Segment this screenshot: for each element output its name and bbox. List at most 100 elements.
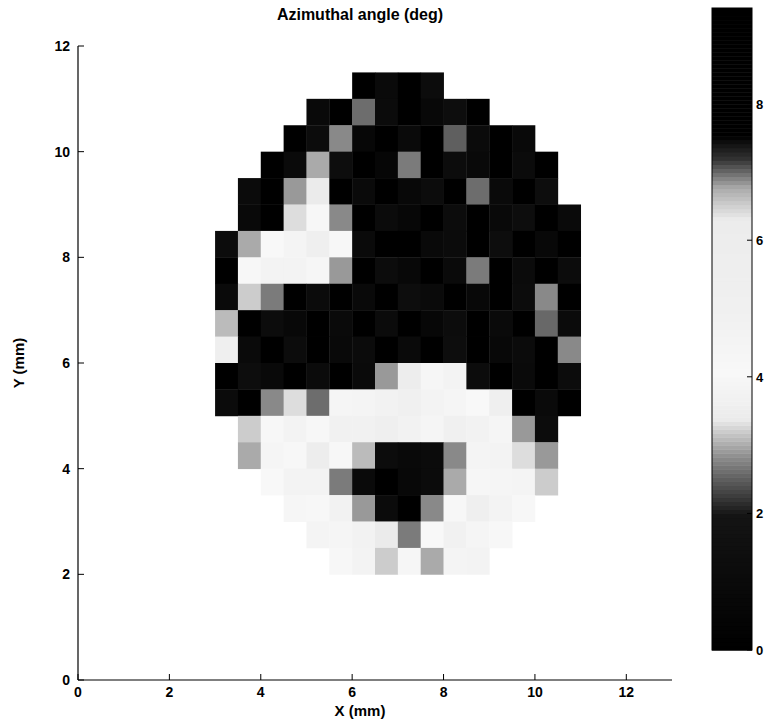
cell bbox=[512, 363, 535, 390]
cell bbox=[261, 442, 284, 469]
cell bbox=[329, 442, 352, 469]
cell bbox=[352, 495, 375, 522]
colorbar-band bbox=[712, 353, 752, 358]
cell bbox=[238, 178, 261, 205]
cell bbox=[329, 231, 352, 258]
cell bbox=[284, 284, 307, 311]
cell bbox=[352, 231, 375, 258]
cell bbox=[489, 257, 512, 284]
colorbar-band bbox=[712, 594, 752, 599]
cell bbox=[512, 178, 535, 205]
cell bbox=[398, 363, 421, 390]
colorbar-band bbox=[712, 453, 752, 458]
y-tick-label: 8 bbox=[62, 249, 70, 265]
cell bbox=[329, 522, 352, 549]
colorbar-band bbox=[712, 445, 752, 450]
colorbar-band bbox=[712, 12, 752, 17]
cell bbox=[352, 310, 375, 337]
x-tick bbox=[352, 674, 353, 680]
colorbar-band bbox=[712, 373, 752, 378]
cell bbox=[558, 363, 581, 390]
colorbar-band bbox=[712, 148, 752, 153]
cell bbox=[215, 310, 238, 337]
cell bbox=[261, 310, 284, 337]
cell bbox=[535, 284, 558, 311]
cell bbox=[535, 310, 558, 337]
colorbar-band bbox=[712, 530, 752, 535]
cell bbox=[512, 389, 535, 416]
colorbar-band bbox=[712, 297, 752, 302]
x-tick-label: 8 bbox=[440, 684, 448, 700]
colorbar-band bbox=[712, 60, 752, 65]
cell bbox=[558, 389, 581, 416]
colorbar-band bbox=[712, 277, 752, 282]
cell bbox=[238, 205, 261, 232]
cell bbox=[535, 231, 558, 258]
cell bbox=[352, 205, 375, 232]
cell bbox=[352, 442, 375, 469]
cell bbox=[284, 125, 307, 152]
colorbar-band bbox=[712, 213, 752, 218]
y-tick bbox=[78, 257, 84, 258]
colorbar-band bbox=[712, 389, 752, 394]
cell bbox=[421, 152, 444, 179]
colorbar-band bbox=[712, 185, 752, 190]
colorbar-tick-label: 8 bbox=[756, 97, 763, 112]
colorbar-band bbox=[712, 538, 752, 543]
colorbar-band bbox=[712, 177, 752, 182]
x-tick bbox=[443, 674, 444, 680]
cell bbox=[489, 363, 512, 390]
colorbar-band bbox=[712, 626, 752, 631]
cell bbox=[375, 125, 398, 152]
cell bbox=[512, 284, 535, 311]
cell bbox=[375, 310, 398, 337]
cell bbox=[466, 178, 489, 205]
colorbar-band bbox=[712, 518, 752, 523]
cell bbox=[238, 337, 261, 364]
cell bbox=[329, 548, 352, 575]
colorbar-band bbox=[712, 385, 752, 390]
cell bbox=[352, 416, 375, 443]
cell bbox=[329, 389, 352, 416]
colorbar-band bbox=[712, 498, 752, 503]
cell bbox=[421, 125, 444, 152]
cell bbox=[284, 389, 307, 416]
cell bbox=[375, 205, 398, 232]
cell bbox=[489, 442, 512, 469]
colorbar-band bbox=[712, 566, 752, 571]
cell bbox=[238, 363, 261, 390]
y-tick-label: 0 bbox=[62, 672, 70, 688]
colorbar-band bbox=[712, 598, 752, 603]
colorbar-band bbox=[712, 610, 752, 615]
colorbar-band bbox=[712, 261, 752, 266]
colorbar-band bbox=[712, 558, 752, 563]
cell bbox=[375, 72, 398, 99]
cell bbox=[558, 337, 581, 364]
cell bbox=[306, 442, 329, 469]
colorbar-band bbox=[712, 469, 752, 474]
cell bbox=[352, 72, 375, 99]
colorbar-tick bbox=[747, 240, 752, 241]
colorbar-band bbox=[712, 490, 752, 495]
colorbar-band bbox=[712, 193, 752, 198]
colorbar-band bbox=[712, 341, 752, 346]
cell bbox=[375, 284, 398, 311]
colorbar-band bbox=[712, 265, 752, 270]
colorbar-band bbox=[712, 461, 752, 466]
cell bbox=[444, 522, 467, 549]
cell bbox=[466, 231, 489, 258]
y-tick bbox=[78, 680, 84, 681]
colorbar-band bbox=[712, 96, 752, 101]
colorbar-band bbox=[712, 197, 752, 202]
colorbar-band bbox=[712, 32, 752, 37]
y-tick bbox=[78, 468, 84, 469]
x-tick bbox=[534, 674, 535, 680]
cell bbox=[329, 152, 352, 179]
cell bbox=[398, 284, 421, 311]
cell bbox=[535, 469, 558, 496]
cell bbox=[238, 416, 261, 443]
cell bbox=[306, 337, 329, 364]
colorbar-band bbox=[712, 522, 752, 527]
cell bbox=[261, 205, 284, 232]
colorbar-tick-label: 4 bbox=[756, 370, 764, 385]
